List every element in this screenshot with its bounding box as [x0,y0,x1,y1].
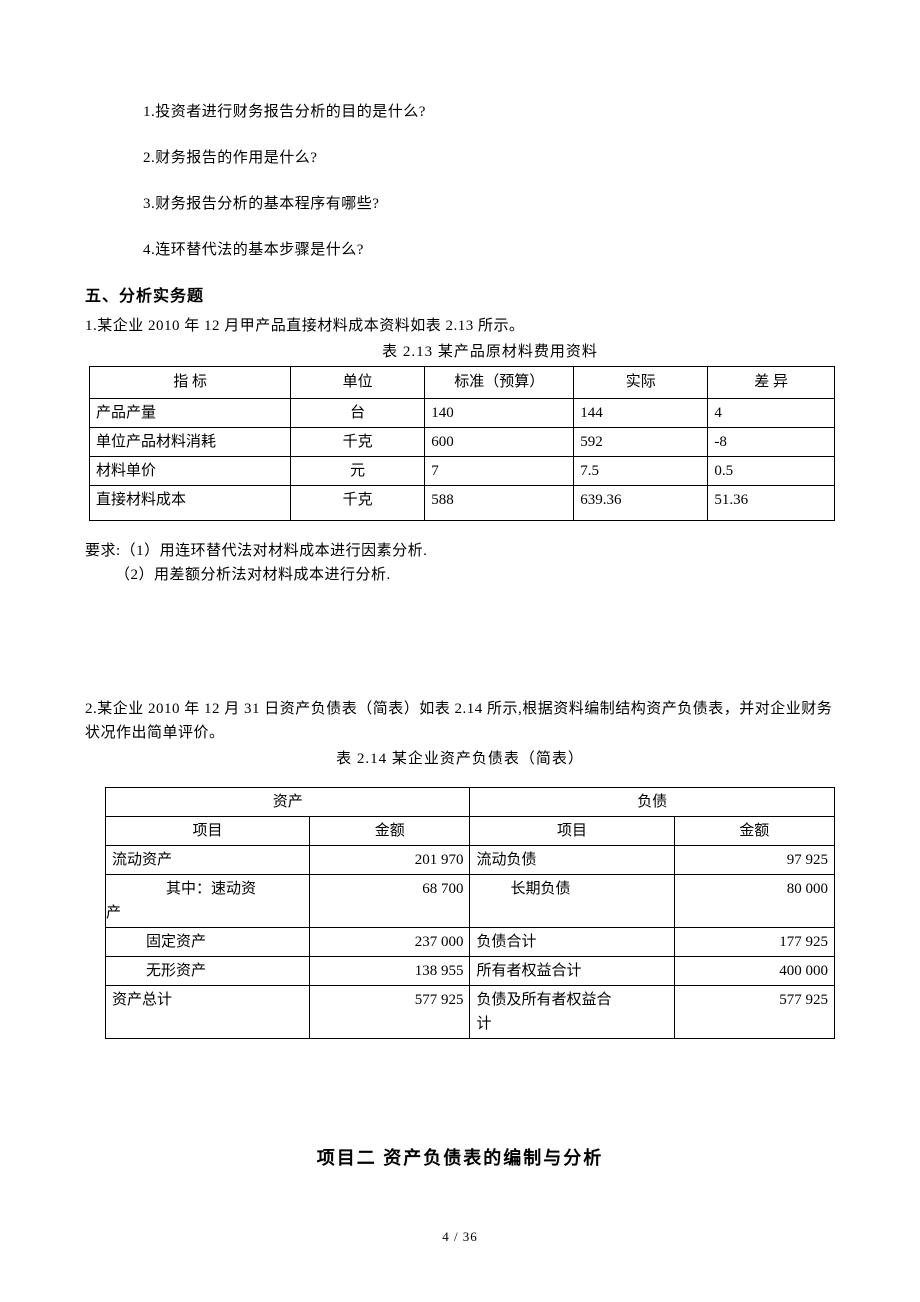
cell-asset-amount: 237 000 [310,927,470,956]
table-row: 流动资产 201 970 流动负债 97 925 [106,845,835,874]
cell-liab-amount: 97 925 [674,845,834,874]
page-footer: 4 / 36 [85,1227,835,1248]
table-2-header-item: 项目 [106,816,310,845]
cell-liab-name: 长期负债 [470,874,674,927]
problem-1-intro: 1.某企业 2010 年 12 月甲产品直接材料成本资料如表 2.13 所示。 [85,314,835,338]
cell-liab-name: 负债及所有者权益合计 [470,985,674,1038]
table-2-header-item: 项目 [470,816,674,845]
cell-unit: 台 [291,398,425,427]
table-row: 资产总计 577 925 负债及所有者权益合计 577 925 [106,985,835,1038]
cell-standard: 140 [425,398,574,427]
cell-indicator: 单位产品材料消耗 [90,427,291,456]
table-1: 指 标 单位 标准（预算） 实际 差 异 产品产量 台 140 144 4 单位… [89,366,835,521]
cell-liab-name: 负债合计 [470,927,674,956]
cell-liab-amount: 177 925 [674,927,834,956]
table-1-header-indicator: 指 标 [90,366,291,398]
section-5-heading: 五、分析实务题 [85,284,835,310]
cell-unit: 千克 [291,427,425,456]
cell-indicator: 直接材料成本 [90,485,291,520]
cell-liab-name: 流动负债 [470,845,674,874]
cell-asset-name: 流动资产 [106,845,310,874]
table-1-caption: 表 2.13 某产品原材料费用资料 [145,340,835,364]
question-4: 4.连环替代法的基本步骤是什么? [143,238,835,262]
cell-diff: 4 [708,398,835,427]
cell-actual: 639.36 [574,485,708,520]
cell-diff: 0.5 [708,456,835,485]
cell-actual: 144 [574,398,708,427]
cell-unit: 元 [291,456,425,485]
cell-standard: 588 [425,485,574,520]
table-row: 其中：速动资产 68 700 长期负债 80 000 [106,874,835,927]
cell-asset-amount: 68 700 [310,874,470,927]
requirement-2: （2）用差额分析法对材料成本进行分析. [115,563,835,587]
table-row: 无形资产 138 955 所有者权益合计 400 000 [106,956,835,985]
table-1-header-unit: 单位 [291,366,425,398]
cell-indicator: 材料单价 [90,456,291,485]
table-1-header-actual: 实际 [574,366,708,398]
table-1-header-diff: 差 异 [708,366,835,398]
cell-unit: 千克 [291,485,425,520]
cell-standard: 600 [425,427,574,456]
cell-asset-amount: 201 970 [310,845,470,874]
table-2-header-amount: 金额 [310,816,470,845]
table-2-header-row-1: 资产 负债 [106,787,835,816]
cell-standard: 7 [425,456,574,485]
table-row: 材料单价 元 7 7.5 0.5 [90,456,835,485]
cell-asset-amount: 577 925 [310,985,470,1038]
table-2-caption: 表 2.14 某企业资产负债表（简表） [85,747,835,771]
cell-diff: -8 [708,427,835,456]
table-2-header-liabilities: 负债 [470,787,835,816]
question-1: 1.投资者进行财务报告分析的目的是什么? [143,100,835,124]
cell-liab-amount: 80 000 [674,874,834,927]
cell-asset-name: 资产总计 [106,985,310,1038]
cell-actual: 7.5 [574,456,708,485]
cell-asset-name: 其中：速动资产 [106,874,310,927]
question-2: 2.财务报告的作用是什么? [143,146,835,170]
cell-asset-name: 无形资产 [106,956,310,985]
cell-liab-amount: 577 925 [674,985,834,1038]
table-1-header-standard: 标准（预算） [425,366,574,398]
table-2-header-row-2: 项目 金额 项目 金额 [106,816,835,845]
table-2-header-assets: 资产 [106,787,470,816]
table-2-header-amount: 金额 [674,816,834,845]
cell-asset-amount: 138 955 [310,956,470,985]
table-row: 产品产量 台 140 144 4 [90,398,835,427]
cell-actual: 592 [574,427,708,456]
table-2: 资产 负债 项目 金额 项目 金额 流动资产 201 970 流动负债 97 9… [105,787,835,1039]
cell-indicator: 产品产量 [90,398,291,427]
question-3: 3.财务报告分析的基本程序有哪些? [143,192,835,216]
table-1-header-row: 指 标 单位 标准（预算） 实际 差 异 [90,366,835,398]
table-row: 直接材料成本 千克 588 639.36 51.36 [90,485,835,520]
cell-liab-name: 所有者权益合计 [470,956,674,985]
cell-diff: 51.36 [708,485,835,520]
requirement-1: 要求:（1）用连环替代法对材料成本进行因素分析. [85,539,835,563]
problem-2-intro: 2.某企业 2010 年 12 月 31 日资产负债表（简表）如表 2.14 所… [85,697,835,745]
table-row: 固定资产 237 000 负债合计 177 925 [106,927,835,956]
table-row: 单位产品材料消耗 千克 600 592 -8 [90,427,835,456]
cell-asset-name: 固定资产 [106,927,310,956]
cell-liab-amount: 400 000 [674,956,834,985]
project-2-heading: 项目二 资产负债表的编制与分析 [85,1144,835,1173]
